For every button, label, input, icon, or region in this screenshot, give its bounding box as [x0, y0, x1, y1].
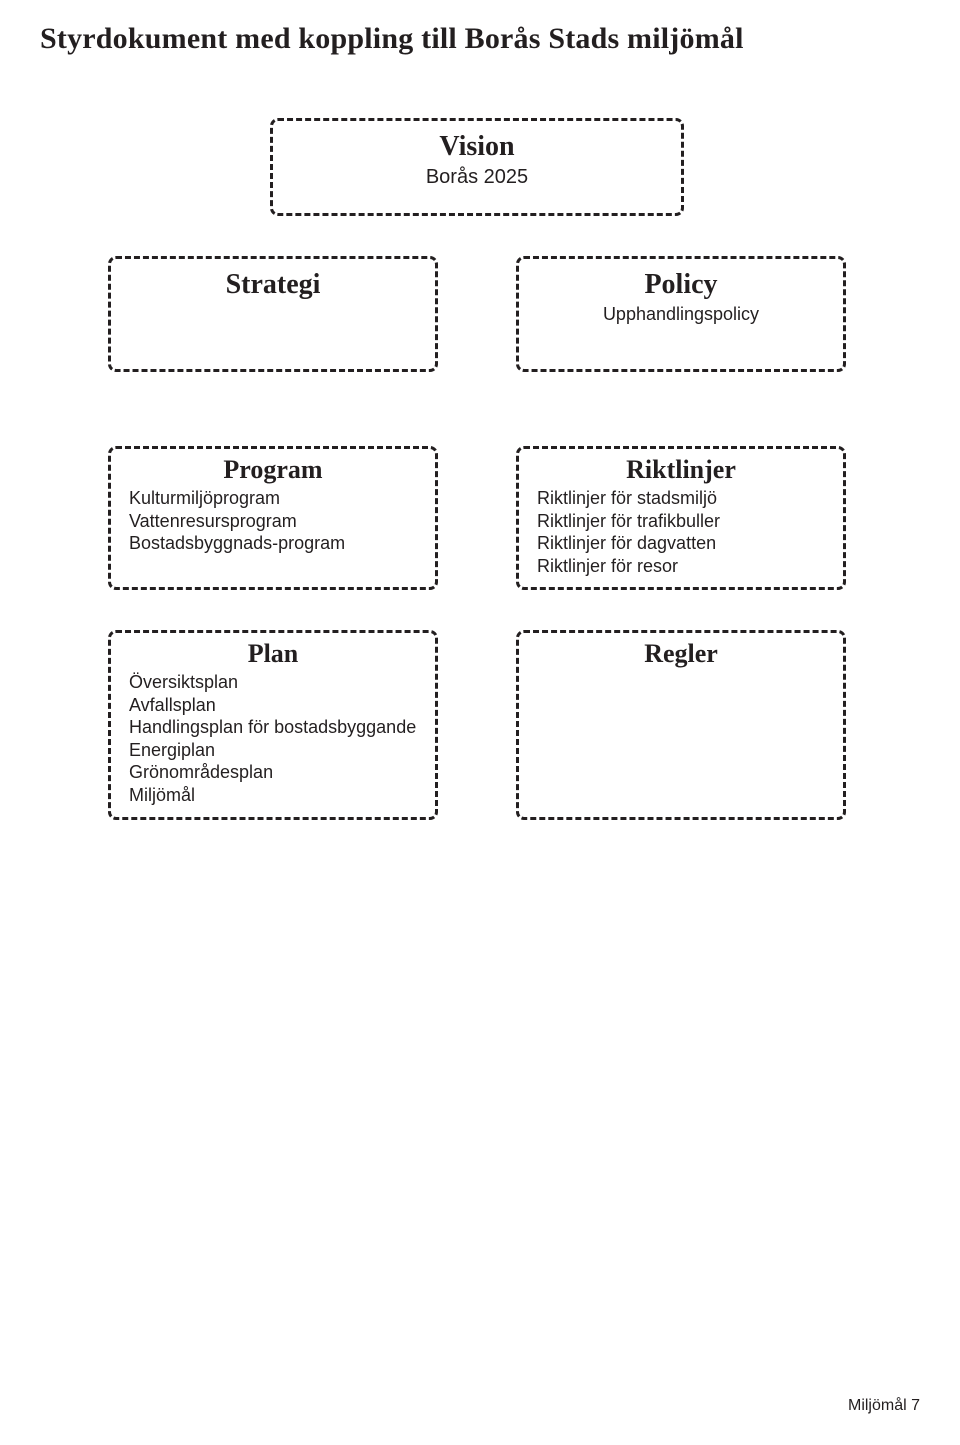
box-program-items: Kulturmiljöprogram Vattenresursprogram B… [111, 487, 435, 555]
box-riktlinjer-title: Riktlinjer [519, 455, 843, 485]
box-plan-item: Energiplan [129, 739, 417, 762]
box-riktlinjer-item: Riktlinjer för resor [537, 555, 825, 578]
box-vision-item: Borås 2025 [291, 165, 663, 190]
box-policy: Policy Upphandlingspolicy [516, 256, 846, 372]
box-regler-title: Regler [519, 639, 843, 669]
box-policy-title: Policy [519, 269, 843, 301]
box-plan-item: Miljömål [129, 784, 417, 807]
box-policy-item: Upphandlingspolicy [537, 303, 825, 326]
box-riktlinjer-item: Riktlinjer för dagvatten [537, 532, 825, 555]
box-plan-item: Grönområdesplan [129, 761, 417, 784]
box-riktlinjer-items: Riktlinjer för stadsmiljö Riktlinjer för… [519, 487, 843, 577]
box-strategi: Strategi [108, 256, 438, 372]
box-vision-title: Vision [273, 131, 681, 163]
page-footer: Miljömål 7 [848, 1397, 920, 1415]
box-plan-item: Handlingsplan för bostadsbyggande [129, 716, 417, 739]
box-plan-item: Avfallsplan [129, 694, 417, 717]
box-plan-items: Översiktsplan Avfallsplan Handlingsplan … [111, 671, 435, 806]
box-program-title: Program [111, 455, 435, 485]
box-program-item: Bostadsbyggnads-program [129, 532, 417, 555]
box-plan-item: Översiktsplan [129, 671, 417, 694]
box-riktlinjer-item: Riktlinjer för trafikbuller [537, 510, 825, 533]
box-program-item: Vattenresursprogram [129, 510, 417, 533]
page-title: Styrdokument med koppling till Borås Sta… [40, 22, 744, 56]
box-strategi-title: Strategi [111, 269, 435, 301]
box-plan-title: Plan [111, 639, 435, 669]
box-policy-items: Upphandlingspolicy [519, 303, 843, 326]
box-vision: Vision Borås 2025 [270, 118, 684, 216]
box-vision-items: Borås 2025 [273, 165, 681, 190]
box-riktlinjer-item: Riktlinjer för stadsmiljö [537, 487, 825, 510]
box-program: Program Kulturmiljöprogram Vattenresursp… [108, 446, 438, 590]
box-riktlinjer: Riktlinjer Riktlinjer för stadsmiljö Rik… [516, 446, 846, 590]
box-program-item: Kulturmiljöprogram [129, 487, 417, 510]
box-regler: Regler [516, 630, 846, 820]
box-plan: Plan Översiktsplan Avfallsplan Handlings… [108, 630, 438, 820]
